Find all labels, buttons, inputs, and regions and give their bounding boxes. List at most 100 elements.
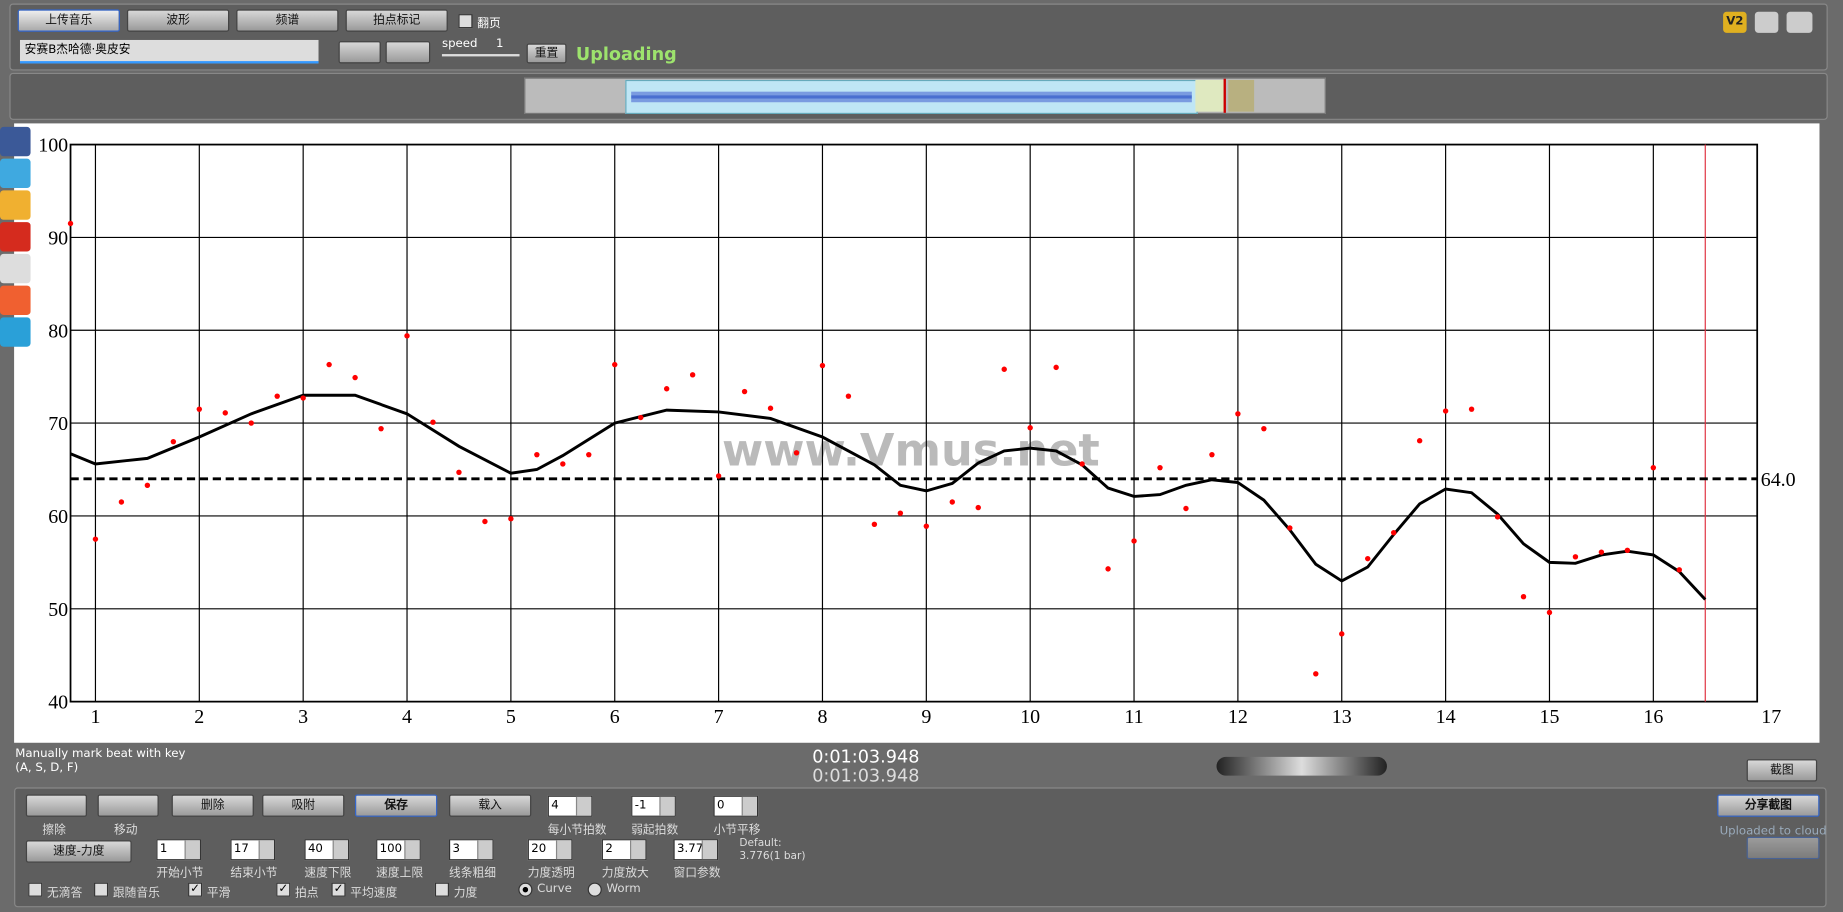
- play-button[interactable]: [385, 41, 431, 64]
- page-turn-checkbox[interactable]: [458, 14, 473, 29]
- checkbox[interactable]: ✓: [188, 882, 203, 897]
- y-tick-label: 60: [48, 506, 68, 528]
- beat-point: [378, 425, 384, 432]
- zoom-slider[interactable]: [1216, 756, 1387, 776]
- spinner[interactable]: 1: [156, 839, 201, 861]
- spinner[interactable]: 0: [713, 795, 759, 817]
- beat-point: [638, 414, 644, 421]
- share-icon[interactable]: [0, 190, 31, 220]
- share-button[interactable]: 分享截图: [1717, 794, 1820, 817]
- y-tick-label: 80: [48, 320, 68, 342]
- beat-point: [508, 516, 514, 522]
- screenshot-button[interactable]: 截图: [1746, 759, 1818, 782]
- x-tick-label: 13: [1332, 706, 1352, 728]
- x-tick-label: 11: [1124, 706, 1143, 728]
- spinner[interactable]: 2: [601, 839, 647, 861]
- share-icon[interactable]: [0, 126, 31, 157]
- beat-point: [819, 362, 826, 369]
- spinner[interactable]: 100: [376, 839, 421, 861]
- checkbox[interactable]: [94, 882, 109, 897]
- tool-button[interactable]: [25, 794, 87, 817]
- beat-point: [1183, 505, 1189, 512]
- beat-point: [949, 499, 955, 505]
- checkbox-label: 平均速度: [350, 887, 398, 901]
- chart-area: [14, 123, 1820, 743]
- beat-point: [67, 220, 74, 227]
- control-button[interactable]: 载入: [448, 794, 532, 817]
- reset-button[interactable]: 重置: [526, 43, 567, 64]
- url-button[interactable]: [1746, 836, 1820, 860]
- beat-point: [1235, 411, 1241, 417]
- checkbox-label: 无滴答: [47, 887, 83, 901]
- spinner[interactable]: 4: [547, 795, 593, 817]
- beat-point: [586, 451, 592, 458]
- control-button[interactable]: 保存: [354, 794, 438, 817]
- status-text: Uploading: [575, 43, 677, 65]
- fullscreen-icon[interactable]: [1786, 11, 1813, 33]
- toolbar-button[interactable]: 频谱: [236, 9, 339, 32]
- radio[interactable]: [518, 882, 533, 897]
- toolbar-button[interactable]: 上传音乐: [17, 9, 120, 32]
- y-tick-label: 50: [48, 599, 68, 621]
- beat-point: [92, 536, 99, 542]
- prev-button[interactable]: [338, 41, 381, 64]
- page-turn-label: 翻页: [477, 17, 501, 31]
- x-tick-label: 9: [921, 706, 931, 728]
- share-icon[interactable]: [0, 222, 31, 252]
- spinner-label: 窗口参数: [673, 867, 721, 881]
- control-button[interactable]: 删除: [171, 794, 254, 817]
- beat-point: [845, 393, 852, 399]
- spinner-label: 线条粗细: [448, 867, 497, 881]
- x-tick-label: 10: [1020, 706, 1040, 728]
- beat-point: [663, 386, 670, 392]
- beat-point: [1572, 554, 1579, 560]
- checkbox[interactable]: ✓: [331, 882, 346, 897]
- spinner[interactable]: -1: [631, 795, 676, 817]
- x-tick-label: 6: [610, 706, 620, 728]
- home-icon[interactable]: [1754, 11, 1779, 33]
- y-tick-label: 90: [48, 227, 68, 249]
- radio-label: Worm: [606, 882, 641, 896]
- control-button[interactable]: 吸附: [262, 794, 345, 817]
- tool-button[interactable]: [97, 794, 159, 817]
- spinner[interactable]: 3.776: [673, 839, 719, 861]
- share-icon[interactable]: [0, 317, 31, 347]
- beat-point: [1650, 464, 1657, 471]
- toolbar-button[interactable]: 波形: [126, 9, 230, 32]
- checkbox[interactable]: [434, 882, 449, 897]
- toolbar-button[interactable]: 拍点标记: [345, 9, 448, 32]
- waveform-selection: [625, 79, 1198, 115]
- beat-point: [430, 419, 436, 425]
- v2-icon[interactable]: V2: [1723, 11, 1747, 33]
- waveform-overview[interactable]: [524, 77, 1326, 115]
- beat-point: [170, 438, 177, 445]
- spinner-label: 结束小节: [230, 867, 278, 881]
- file-name[interactable]: 安赛B杰哈德·奥皮安: [19, 39, 319, 64]
- checkbox-label: 平滑: [206, 887, 231, 901]
- spinner[interactable]: 3: [448, 839, 494, 861]
- playhead: [1223, 78, 1226, 113]
- spinner-label: 每小节拍数: [547, 823, 607, 837]
- beat-point: [975, 504, 981, 511]
- spinner[interactable]: 40: [304, 839, 350, 861]
- spinner[interactable]: 17: [230, 839, 276, 861]
- share-icon[interactable]: [0, 158, 31, 189]
- checkbox[interactable]: [28, 882, 43, 897]
- share-icon[interactable]: [0, 253, 31, 284]
- checkbox[interactable]: ✓: [276, 882, 291, 897]
- beat-point: [1105, 566, 1111, 572]
- waveform-end: [1228, 79, 1255, 112]
- beat-point: [274, 393, 280, 399]
- spinner[interactable]: 20: [527, 839, 573, 861]
- time: 0:01:03.948: [812, 765, 920, 787]
- checkbox-label: 力度: [453, 887, 478, 901]
- radio[interactable]: [587, 882, 602, 897]
- view-button[interactable]: 速度-力度: [25, 840, 132, 863]
- beat-point: [352, 374, 358, 381]
- plot-frame: [69, 143, 1759, 703]
- speed-slider[interactable]: [441, 54, 520, 57]
- spinner-label: 开始小节: [156, 867, 204, 881]
- beat-point: [1053, 364, 1059, 371]
- share-icon[interactable]: [0, 285, 31, 315]
